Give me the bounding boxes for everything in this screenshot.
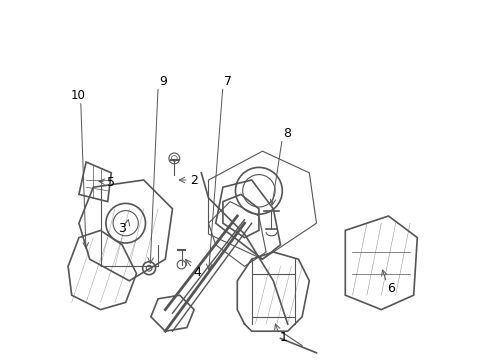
Text: 9: 9 (159, 75, 167, 88)
Text: 5: 5 (106, 176, 114, 189)
Text: 1: 1 (279, 331, 287, 344)
Text: 3: 3 (118, 222, 126, 235)
Text: 2: 2 (190, 174, 198, 186)
Text: 4: 4 (193, 266, 201, 279)
Text: 10: 10 (71, 89, 85, 102)
Text: 7: 7 (224, 75, 232, 87)
Text: 8: 8 (283, 127, 290, 140)
Text: 6: 6 (386, 282, 394, 294)
